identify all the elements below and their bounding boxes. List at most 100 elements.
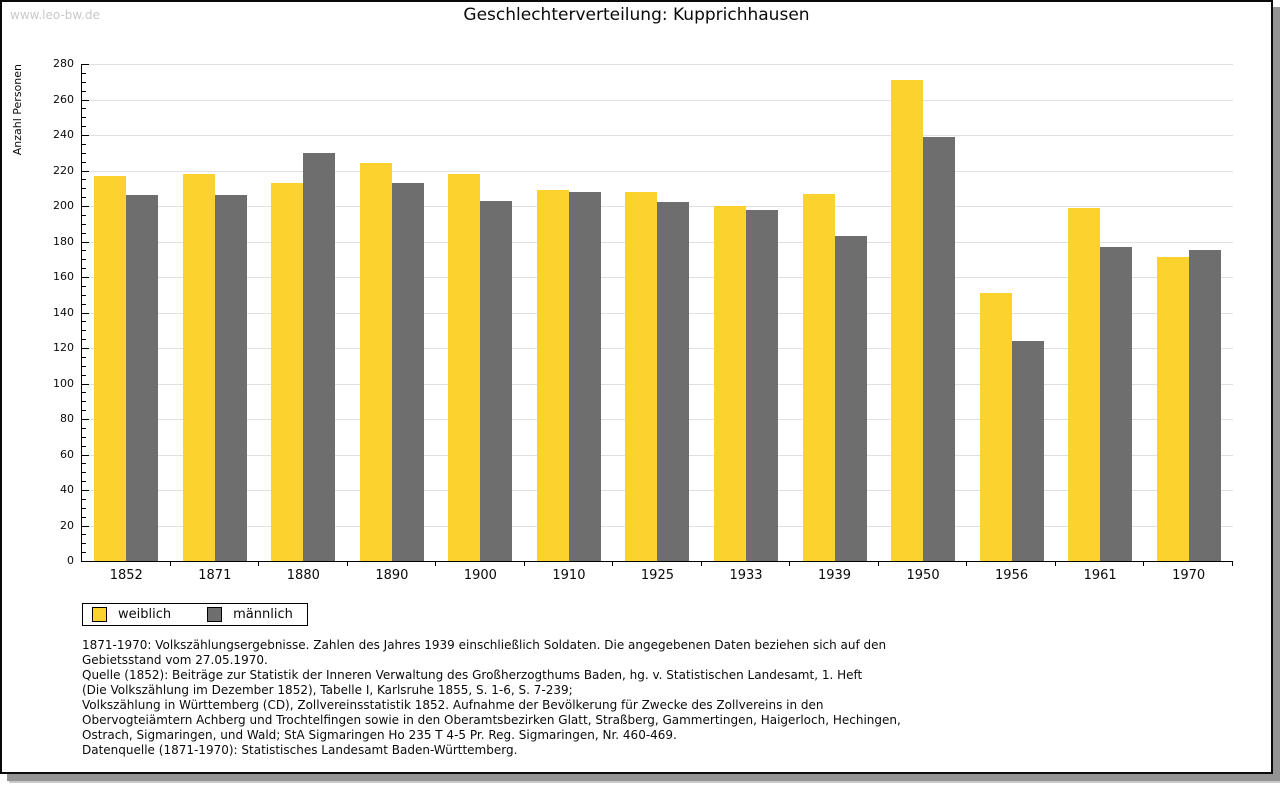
legend-swatch-weiblich xyxy=(92,607,107,622)
bar-weiblich-1925 xyxy=(625,192,658,561)
bar-weiblich-1970 xyxy=(1156,257,1189,561)
x-label-1939: 1939 xyxy=(817,568,852,583)
x-label-1871: 1871 xyxy=(198,568,232,583)
bar-groups-layer xyxy=(82,64,1233,561)
legend-box: weiblich männlich xyxy=(82,603,308,626)
y-tick-260 xyxy=(82,99,89,101)
bar-männlich-1939 xyxy=(834,236,867,561)
x-tick-11 xyxy=(1054,561,1056,566)
x-axis-labels: 1852 1871 1880 1890 1900 1910 1925 1933 1939 1950… xyxy=(82,568,1233,583)
x-label-1890: 1890 xyxy=(375,568,409,583)
footnote-line-4: (Die Volkszählung im Dezember 1852), Tab… xyxy=(82,683,573,697)
y-tick-label-240: 240 xyxy=(53,128,74,141)
x-label-1970: 1970 xyxy=(1172,568,1206,583)
y-tick-65 xyxy=(82,445,86,447)
gridline-220 xyxy=(82,170,1233,172)
x-label-1961: 1961 xyxy=(1083,568,1117,583)
y-tick-20 xyxy=(82,525,89,527)
chart-title: Geschlechterverteilung: Kupprichhausen xyxy=(463,5,810,25)
y-tick-25 xyxy=(82,516,86,518)
x-tick-12 xyxy=(1143,561,1145,566)
x-tick-8 xyxy=(789,561,791,566)
bar-männlich-1970 xyxy=(1188,250,1221,561)
bar-group-1871 xyxy=(171,64,260,561)
y-tick-280 xyxy=(82,64,89,65)
bar-group-1970 xyxy=(1144,64,1233,561)
bar-männlich-1871 xyxy=(214,195,247,561)
bar-group-1900 xyxy=(436,64,525,561)
y-tick-195 xyxy=(82,214,86,216)
y-tick-label-80: 80 xyxy=(60,412,74,425)
bar-männlich-1950 xyxy=(923,137,956,561)
x-tick-4 xyxy=(435,561,437,566)
y-tick-130 xyxy=(82,330,86,332)
y-tick-205 xyxy=(82,197,86,199)
y-tick-label-60: 60 xyxy=(60,447,74,461)
legend-item-maennlich: männlich xyxy=(207,607,293,622)
y-tick-150 xyxy=(82,294,86,296)
bar-group-1956 xyxy=(967,64,1056,561)
y-tick-180 xyxy=(82,241,89,243)
bar-weiblich-1950 xyxy=(891,80,924,561)
y-tick-80 xyxy=(82,419,89,420)
bar-männlich-1880 xyxy=(303,153,336,561)
datasource-line: Datenquelle (1871-1970): Statistisches L… xyxy=(82,743,518,757)
bar-group-1910 xyxy=(525,64,614,561)
legend-label-weiblich: weiblich xyxy=(118,607,172,622)
bar-weiblich-1890 xyxy=(359,163,392,561)
x-label-1852: 1852 xyxy=(109,568,143,583)
x-tick-5 xyxy=(523,561,525,566)
bar-weiblich-1939 xyxy=(802,194,835,561)
y-tick-250 xyxy=(82,117,86,119)
y-tick-265 xyxy=(82,90,86,92)
y-tick-label-120: 120 xyxy=(53,341,74,354)
y-tick-170 xyxy=(82,259,86,261)
x-tick-3 xyxy=(346,561,348,566)
y-tick-label-200: 200 xyxy=(53,199,74,212)
y-tick-label-140: 140 xyxy=(53,305,74,319)
y-tick-110 xyxy=(82,365,86,367)
x-label-1880: 1880 xyxy=(286,568,320,583)
y-tick-135 xyxy=(82,321,86,323)
y-tick-165 xyxy=(82,268,86,270)
y-tick-label-180: 180 xyxy=(53,234,74,248)
bar-group-1933 xyxy=(702,64,791,561)
bar-weiblich-1961 xyxy=(1068,208,1101,561)
plot-area: 0 20 40 60 80 100 120 140 160 180 200 220 240 260 280 … xyxy=(53,57,1233,583)
y-tick-40 xyxy=(82,490,89,491)
y-tick-255 xyxy=(82,108,86,110)
footnotes-block: 1871-1970: Volkszählungsergebnisse. Zahl… xyxy=(82,638,1212,743)
bar-männlich-1852 xyxy=(126,195,159,561)
x-label-1925: 1925 xyxy=(640,568,674,583)
y-tick-115 xyxy=(82,356,86,358)
y-tick-label-40: 40 xyxy=(60,483,74,496)
bar-group-1961 xyxy=(1056,64,1145,561)
y-tick-45 xyxy=(82,481,86,483)
bar-weiblich-1871 xyxy=(182,174,215,561)
gridline-260 xyxy=(82,99,1233,101)
footnote-line-1: 1871-1970: Volkszählungsergebnisse. Zahl… xyxy=(82,638,887,652)
y-tick-70 xyxy=(82,436,86,438)
y-tick-label-100: 100 xyxy=(53,376,74,390)
bar-männlich-1900 xyxy=(480,201,513,561)
y-tick-50 xyxy=(82,472,86,474)
y-tick-90 xyxy=(82,401,86,403)
y-axis-title: Anzahl Personen xyxy=(11,64,24,156)
x-tick-2 xyxy=(258,561,260,566)
bar-männlich-1956 xyxy=(1011,341,1044,561)
footnote-line-6: Obervogteiämtern Achberg und Trochtelfin… xyxy=(82,713,901,727)
y-tick-140 xyxy=(82,312,89,314)
y-tick-145 xyxy=(82,303,86,305)
bar-group-1950 xyxy=(879,64,968,561)
legend-item-weiblich: weiblich xyxy=(92,607,171,622)
bar-group-1890 xyxy=(348,64,437,561)
watermark-text: www.leo-bw.de xyxy=(10,8,100,22)
y-tick-30 xyxy=(82,507,86,509)
y-tick-245 xyxy=(82,126,86,128)
x-tick-9 xyxy=(877,561,879,566)
y-tick-125 xyxy=(82,339,86,341)
x-tick-1 xyxy=(169,561,171,566)
y-tick-200 xyxy=(82,206,89,207)
y-tick-120 xyxy=(82,348,89,349)
y-tick-270 xyxy=(82,81,86,83)
